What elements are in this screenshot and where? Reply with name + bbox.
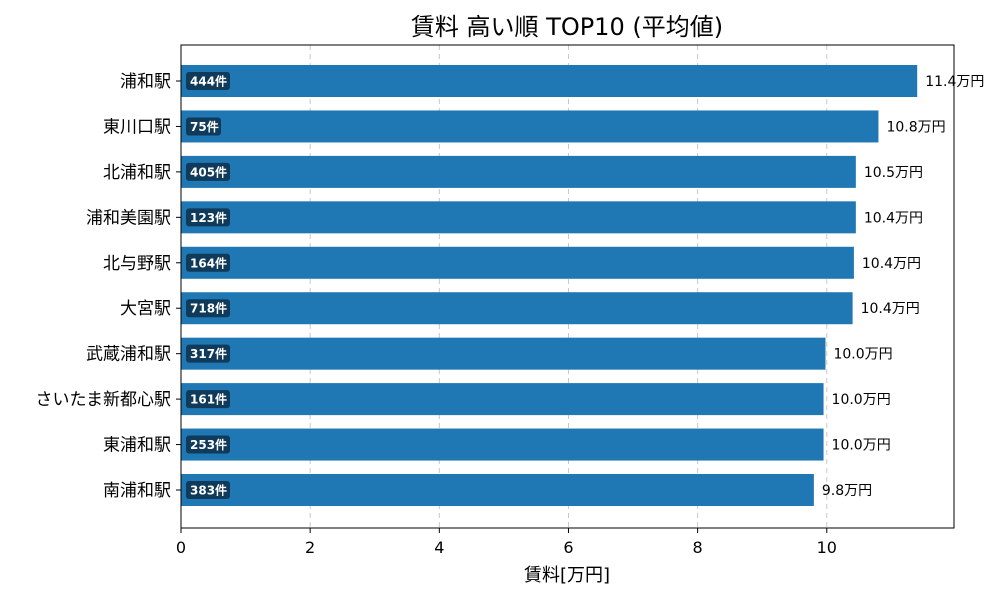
value-label: 10.5万円	[864, 165, 923, 181]
bar	[181, 201, 856, 234]
count-badge	[186, 481, 230, 499]
x-tick-label: 0	[176, 538, 186, 557]
count-badge	[186, 72, 230, 90]
count-badge	[186, 162, 230, 181]
count-label: 405件	[190, 164, 227, 179]
bar	[181, 246, 854, 279]
y-tick-label: 大宮駅	[120, 299, 171, 319]
value-label: 10.4万円	[861, 301, 920, 317]
x-axis-label: 賃料[万円]	[524, 565, 610, 586]
count-badge	[186, 299, 230, 318]
y-axis-tick-labels: 浦和駅東川口駅北浦和駅浦和美園駅北与野駅大宮駅武蔵浦和駅さいたま新都心駅東浦和駅…	[36, 72, 181, 501]
count-label: 123件	[190, 210, 227, 225]
count-badge	[186, 435, 230, 454]
count-label: 161件	[190, 392, 227, 407]
y-tick-label: 北浦和駅	[103, 163, 171, 183]
bar	[181, 155, 856, 188]
x-tick-label: 6	[563, 538, 573, 557]
bar	[181, 65, 918, 97]
count-label: 75件	[190, 119, 219, 134]
value-label: 10.4万円	[864, 210, 923, 226]
y-tick-label: 南浦和駅	[103, 481, 171, 501]
y-tick-label: 東川口駅	[103, 117, 171, 137]
count-label: 444件	[190, 74, 227, 89]
value-label: 10.8万円	[886, 119, 945, 135]
count-label: 253件	[190, 437, 227, 452]
y-tick-label: 浦和駅	[120, 72, 171, 92]
count-label: 383件	[190, 483, 227, 498]
count-label: 718件	[190, 301, 227, 316]
plot-frame	[180, 44, 955, 529]
count-badge	[186, 208, 230, 227]
y-tick-label: 東浦和駅	[103, 436, 171, 456]
value-label: 9.8万円	[822, 483, 872, 499]
value-label: 10.0万円	[832, 438, 891, 454]
bar	[181, 337, 826, 370]
x-axis-ticks: 0 2 4 6 8 10	[176, 528, 837, 557]
bars	[181, 65, 918, 506]
bar	[181, 428, 824, 461]
bar	[181, 474, 814, 506]
y-tick-label: 北与野駅	[103, 254, 171, 274]
value-label: 10.0万円	[833, 347, 892, 363]
value-label: 11.4万円	[925, 74, 984, 90]
x-tick-label: 2	[305, 538, 315, 557]
count-badge	[186, 344, 230, 363]
x-tick-label: 8	[693, 538, 703, 557]
value-labels: 11.4万円 10.8万円 10.5万円 10.4万円 10.4万円 10.4万円 10.0…	[822, 74, 984, 499]
count-badge	[186, 117, 221, 136]
y-tick-label: 武蔵浦和駅	[86, 345, 171, 365]
x-tick-label: 10	[817, 538, 837, 557]
value-label: 10.0万円	[832, 392, 891, 408]
count-badge	[186, 253, 230, 272]
y-tick-label: 浦和美園駅	[86, 208, 171, 228]
count-badge	[186, 390, 230, 409]
count-label: 164件	[190, 255, 227, 270]
x-tick-label: 4	[434, 538, 444, 557]
y-tick-label: さいたま新都心駅	[36, 390, 172, 410]
chart-title: 賃料 高い順 TOP10 (平均値)	[411, 13, 723, 41]
value-label: 10.4万円	[862, 256, 921, 272]
bar	[181, 110, 879, 143]
count-label: 317件	[190, 346, 227, 361]
bar	[181, 383, 824, 416]
bar	[181, 292, 853, 325]
count-badges: 444件 75件 405件 123件 164件 718件 317件 161件 253件 383件	[186, 72, 230, 499]
